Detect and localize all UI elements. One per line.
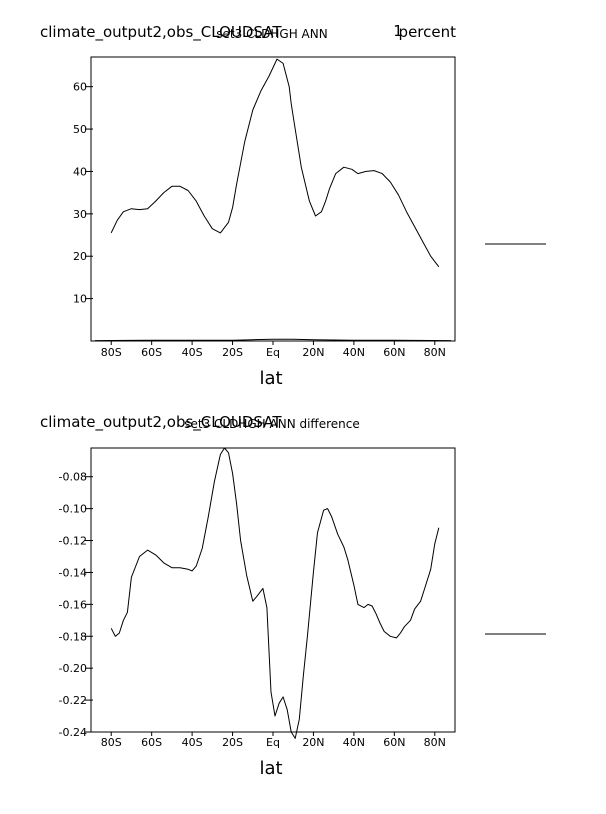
x-tick-label: 60N [383, 346, 405, 359]
x-tick-label: 80N [424, 736, 446, 749]
x-axis-label: lat [259, 758, 282, 779]
x-axis-label: lat [259, 368, 282, 389]
y-tick-label: -0.12 [59, 535, 87, 548]
y-tick-label: 30 [73, 208, 87, 221]
y-tick-label: -0.20 [59, 662, 87, 675]
chart-subtitle: set3 CLDHGH ANN difference [184, 417, 359, 431]
y-tick-label: -0.18 [59, 630, 87, 643]
series-line-1 [110, 447, 440, 739]
y-tick-label: -0.10 [59, 503, 87, 516]
x-tick-label: 60N [383, 736, 405, 749]
y-tick-label: -0.08 [59, 471, 87, 484]
x-tick-label: 40N [343, 736, 365, 749]
y-tick-label: 60 [73, 81, 87, 94]
x-tick-label: 20N [302, 736, 324, 749]
units-prefix: 1 [393, 22, 403, 40]
chart-title: climate_output2,obs_CLOUDSAT [40, 413, 282, 432]
x-tick-label: Eq [266, 736, 280, 749]
x-tick-label: 40N [343, 346, 365, 359]
units-label: percent [399, 23, 457, 41]
chart-subtitle: set3 CLDHGH ANN [216, 27, 327, 41]
x-tick-label: 80S [101, 736, 122, 749]
y-tick-label: 10 [73, 293, 87, 306]
y-tick-label: 20 [73, 250, 87, 263]
y-tick-label: -0.16 [59, 598, 87, 611]
x-tick-label: 80S [101, 346, 122, 359]
x-tick-label: 20N [302, 346, 324, 359]
x-tick-label: 60S [141, 736, 162, 749]
series-line-1 [110, 58, 440, 268]
x-tick-label: Eq [266, 346, 280, 359]
x-tick-label: 40S [182, 736, 203, 749]
chart-title: climate_output2,obs_CLOUDSAT [40, 23, 282, 42]
x-tick-label: 60S [141, 346, 162, 359]
x-tick-label: 40S [182, 346, 203, 359]
y-tick-label: -0.14 [59, 566, 87, 579]
series-line-2 [94, 338, 452, 342]
y-tick-label: -0.24 [59, 726, 87, 739]
plot-frame [90, 447, 456, 733]
x-tick-label: 80N [424, 346, 446, 359]
x-tick-label: 20S [222, 346, 243, 359]
x-tick-label: 20S [222, 736, 243, 749]
y-tick-label: 40 [73, 165, 87, 178]
y-tick-label: -0.22 [59, 694, 87, 707]
y-tick-label: 50 [73, 123, 87, 136]
